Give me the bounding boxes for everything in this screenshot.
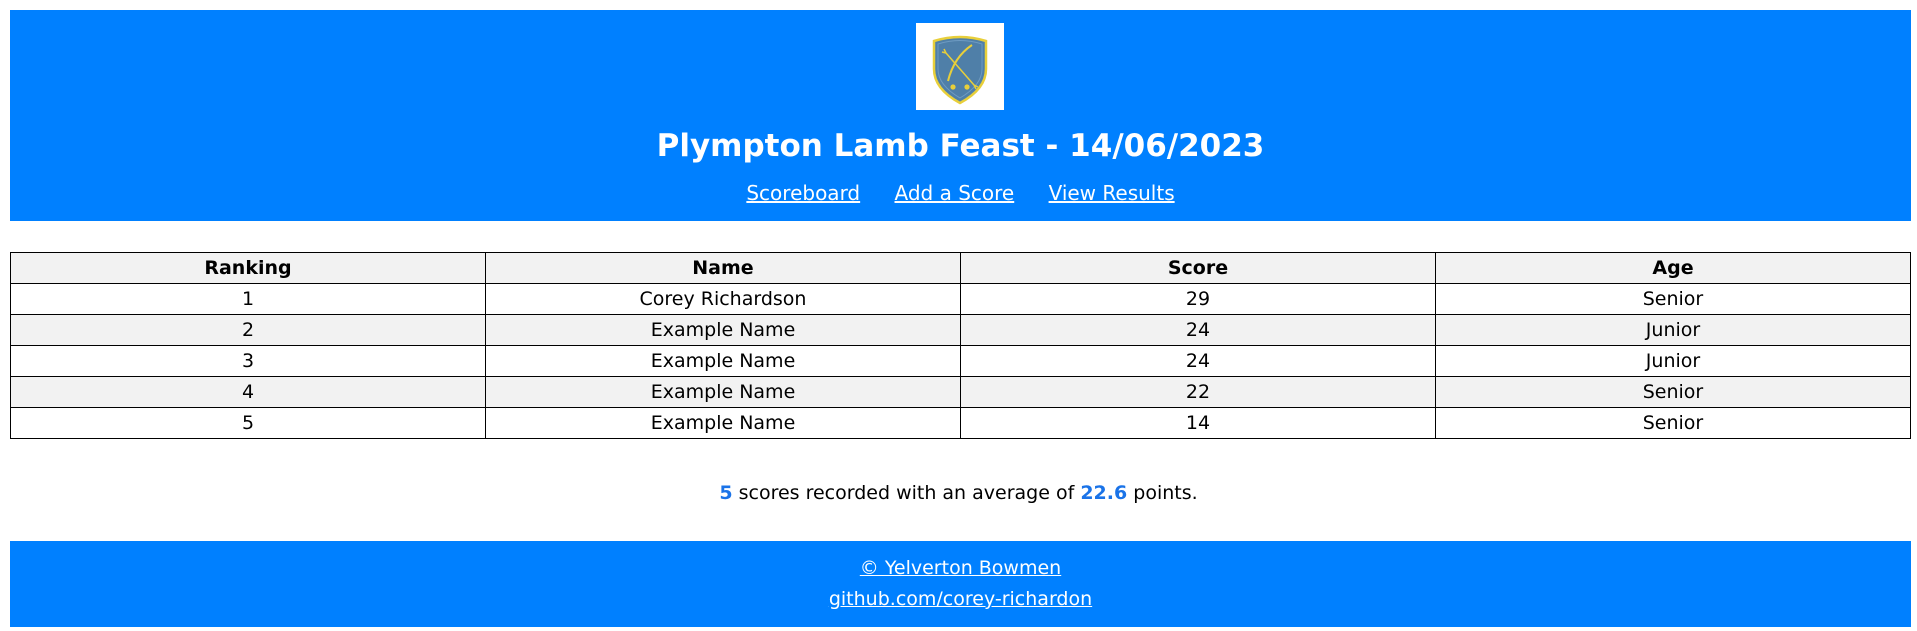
cell-score: 29: [960, 283, 1436, 315]
table-row: 3 Example Name 24 Junior: [10, 345, 1911, 377]
table-row: 5 Example Name 14 Senior: [10, 407, 1911, 439]
cell-score: 22: [960, 376, 1436, 408]
cell-name: Example Name: [485, 407, 961, 439]
nav-link-scoreboard[interactable]: Scoreboard: [746, 181, 861, 205]
cell-age: Junior: [1435, 345, 1911, 377]
table-row: 1 Corey Richardson 29 Senior: [10, 283, 1911, 315]
cell-score: 14: [960, 407, 1436, 439]
cell-age: Senior: [1435, 283, 1911, 315]
main-nav: Scoreboard Add a Score View Results: [10, 180, 1911, 206]
summary-average: 22.6: [1080, 482, 1128, 504]
cell-name: Example Name: [485, 314, 961, 346]
column-header-score: Score: [960, 252, 1436, 284]
cell-score: 24: [960, 314, 1436, 346]
cell-name: Corey Richardson: [485, 283, 961, 315]
page-title: Plympton Lamb Feast - 14/06/2023: [656, 128, 1265, 164]
nav-link-add-score[interactable]: Add a Score: [894, 181, 1015, 205]
cell-age: Senior: [1435, 407, 1911, 439]
summary-text-end: points.: [1133, 482, 1198, 504]
github-link[interactable]: github.com/corey-richardon: [828, 588, 1093, 610]
cell-ranking: 3: [10, 345, 486, 377]
cell-name: Example Name: [485, 376, 961, 408]
cell-ranking: 1: [10, 283, 486, 315]
site-footer: © Yelverton Bowmen github.com/corey-rich…: [10, 541, 1911, 627]
footer-links: © Yelverton Bowmen github.com/corey-rich…: [10, 541, 1911, 615]
cell-score: 24: [960, 345, 1436, 377]
cell-ranking: 2: [10, 314, 486, 346]
summary-text-middle: scores recorded with an average of: [738, 482, 1075, 504]
site-header: Plympton Lamb Feast - 14/06/2023 Scorebo…: [10, 10, 1911, 221]
table-row: 4 Example Name 22 Senior: [10, 376, 1911, 408]
column-header-age: Age: [1435, 252, 1911, 284]
copyright-link[interactable]: © Yelverton Bowmen: [859, 557, 1062, 579]
table-row: 2 Example Name 24 Junior: [10, 314, 1911, 346]
column-header-name: Name: [485, 252, 961, 284]
nav-link-view-results[interactable]: View Results: [1048, 181, 1175, 205]
summary-count: 5: [719, 482, 733, 504]
table-header-row: Ranking Name Score Age: [10, 252, 1911, 284]
cell-name: Example Name: [485, 345, 961, 377]
cell-ranking: 4: [10, 376, 486, 408]
cell-age: Senior: [1435, 376, 1911, 408]
cell-ranking: 5: [10, 407, 486, 439]
cell-age: Junior: [1435, 314, 1911, 346]
club-crest-shield-icon: [932, 35, 988, 105]
score-summary: 5 scores recorded with an average of 22.…: [0, 479, 1917, 507]
column-header-ranking: Ranking: [10, 252, 486, 284]
club-logo: [916, 23, 1004, 110]
scoreboard-table: Ranking Name Score Age 1 Corey Richardso…: [10, 252, 1911, 439]
